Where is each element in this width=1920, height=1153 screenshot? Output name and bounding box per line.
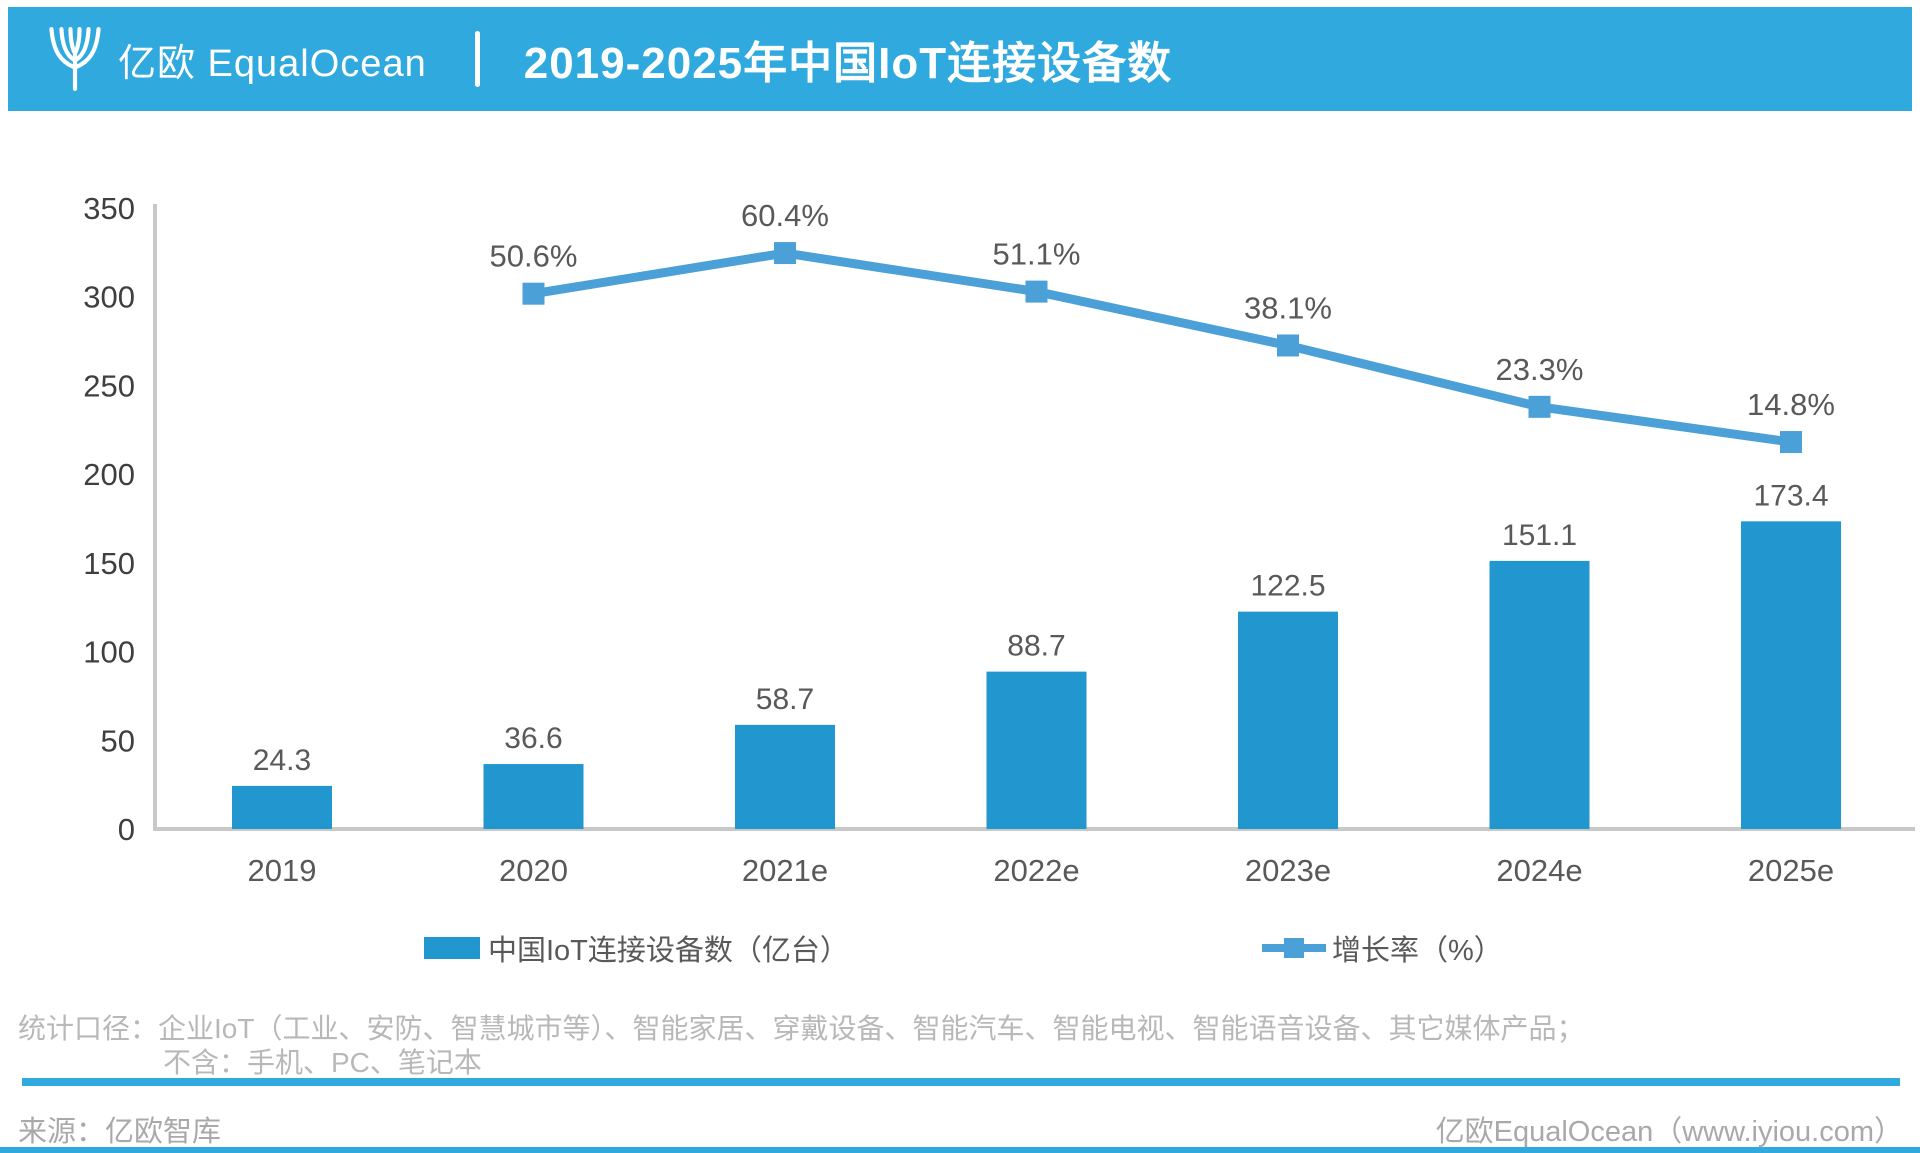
y-tick-label: 100: [83, 635, 135, 670]
bar-2021e: [735, 724, 835, 829]
bar-2025e: [1741, 521, 1841, 829]
bottom-accent-strip: [0, 1147, 1920, 1153]
x-tick-label: 2020: [499, 853, 568, 888]
growth-value-label: 38.1%: [1244, 290, 1332, 325]
footer: 来源：亿欧智库 亿欧EqualOcean（www.iyiou.com）: [18, 1110, 1903, 1148]
x-tick-label: 2019: [248, 853, 317, 888]
growth-line: [532, 248, 1792, 447]
growth-marker-2024e: [1528, 395, 1551, 418]
x-tick-label: 2021e: [742, 853, 828, 888]
bar-value-label: 151.1: [1502, 519, 1577, 552]
iot-combo-chart: 0 50 100 150 200 250 300 350 24.3 2019 36.6 2020 58.…: [83, 191, 1915, 888]
header-bar: 亿欧 EqualOcean 2019-2025年中国IoT连接设备数: [8, 7, 1912, 111]
bar-2022e: [986, 671, 1087, 829]
footnote-line2: 不含：手机、PC、笔记本: [163, 1047, 482, 1078]
bar-legend-swatch: [424, 937, 480, 959]
bar-value-label: 24.3: [253, 744, 311, 777]
y-tick-label: 0: [118, 812, 135, 847]
bar-value-label: 122.5: [1250, 570, 1325, 603]
y-tick-label: 50: [101, 723, 135, 758]
bar-2023e: [1238, 611, 1338, 829]
growth-value-label: 60.4%: [741, 198, 829, 233]
bar-legend-label: 中国IoT连接设备数（亿台）: [488, 935, 849, 967]
bar-2019: [232, 785, 332, 829]
line-legend-swatch: [1262, 937, 1326, 959]
source-text: 来源：亿欧智库: [18, 1116, 222, 1148]
y-tick-label: 250: [83, 368, 135, 403]
x-tick-label: 2024e: [1496, 853, 1582, 888]
growth-value-label: 23.3%: [1496, 352, 1584, 387]
growth-marker-2023e: [1277, 334, 1299, 357]
brand-text: 亿欧 EqualOcean: [118, 42, 427, 85]
growth-value-label: 14.8%: [1747, 387, 1835, 422]
growth-value-label: 50.6%: [490, 239, 578, 274]
header-divider: [474, 31, 480, 87]
x-tick-label: 2023e: [1245, 853, 1331, 888]
growth-marker-2022e: [1025, 280, 1048, 303]
bar-value-label: 88.7: [1007, 630, 1065, 663]
bar-2024e: [1489, 560, 1590, 829]
footer-divider: [22, 1078, 1900, 1086]
line-legend-label: 增长率（%）: [1332, 935, 1503, 967]
x-tick-label: 2025e: [1748, 853, 1834, 888]
bar-value-label: 173.4: [1753, 479, 1828, 512]
y-tick-label: 150: [83, 546, 135, 581]
growth-marker-2020: [522, 282, 545, 305]
growth-marker-2021e: [774, 242, 796, 265]
bar-value-label: 36.6: [504, 722, 562, 755]
growth-value-label: 51.1%: [993, 237, 1081, 272]
y-tick-label: 300: [83, 280, 135, 315]
x-tick-label: 2022e: [993, 853, 1079, 888]
y-tick-label: 200: [83, 457, 135, 492]
legend-item-devices: 中国IoT连接设备数（亿台）: [424, 931, 849, 967]
site-text: 亿欧EqualOcean（www.iyiou.com）: [1435, 1116, 1903, 1148]
footnote: 统计口径：企业IoT（工业、安防、智慧城市等）、智能家居、穿戴设备、智能汽车、智…: [18, 1012, 1898, 1080]
equalocean-logo-icon: [49, 27, 101, 91]
footnote-line1: 统计口径：企业IoT（工业、安防、智慧城市等）、智能家居、穿戴设备、智能汽车、智…: [18, 1013, 1585, 1044]
legend-item-growth: 增长率（%）: [1262, 931, 1503, 967]
y-tick-label: 350: [83, 191, 135, 226]
bar-2020: [483, 764, 584, 829]
page-title: 2019-2025年中国IoT连接设备数: [523, 39, 1173, 88]
growth-marker-2025e: [1780, 431, 1802, 454]
bar-value-label: 58.7: [756, 683, 814, 716]
